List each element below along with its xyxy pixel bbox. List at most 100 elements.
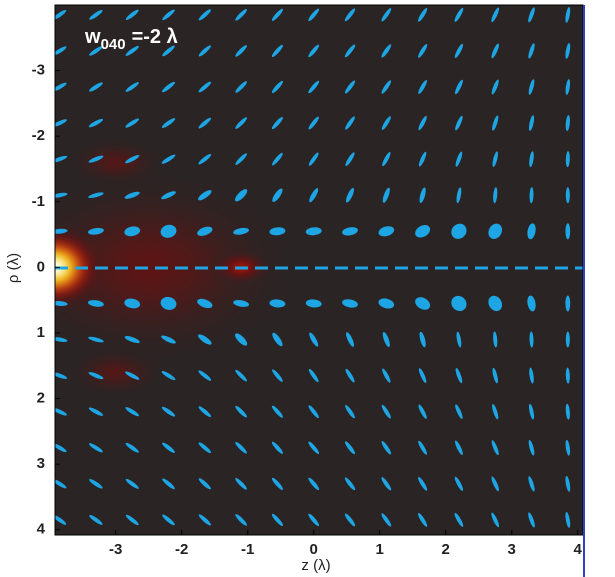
- polarization-ellipse: [418, 44, 428, 58]
- polarization-ellipse: [565, 43, 571, 59]
- polarization-ellipse: [345, 116, 355, 130]
- annotation-sub: 040: [101, 36, 126, 53]
- polarization-ellipse: [87, 300, 104, 307]
- polarization-ellipse: [55, 479, 67, 489]
- polarization-ellipse: [162, 478, 175, 490]
- polarization-ellipse: [491, 7, 500, 23]
- polarization-ellipse: [309, 332, 319, 347]
- polarization-ellipse: [235, 45, 247, 57]
- polarization-ellipse: [272, 369, 283, 382]
- x-tick-label: -3: [109, 541, 122, 558]
- polarization-ellipse: [271, 405, 283, 418]
- polarization-ellipse: [418, 151, 427, 167]
- polarization-ellipse: [528, 512, 535, 528]
- polarization-ellipse: [378, 298, 395, 309]
- polarization-ellipse: [308, 152, 319, 166]
- polarization-ellipse: [235, 514, 247, 526]
- polarization-ellipse: [415, 225, 431, 238]
- polarization-ellipse: [55, 46, 67, 56]
- y-axis-label: ρ (λ): [5, 253, 22, 283]
- polarization-ellipse: [528, 440, 535, 456]
- y-tick-label: -1: [32, 193, 45, 210]
- polarization-ellipse: [271, 80, 283, 94]
- polarization-ellipse: [381, 116, 391, 130]
- y-tick-label: 2: [37, 390, 45, 407]
- polarization-ellipse: [529, 187, 534, 204]
- polarization-ellipse: [419, 187, 426, 203]
- polarization-ellipse: [198, 190, 212, 201]
- polarization-ellipse: [565, 151, 570, 168]
- y-tick-label: 3: [37, 455, 45, 472]
- polarization-ellipse: [124, 191, 140, 199]
- x-tick-label: -2: [175, 541, 188, 558]
- polarization-ellipse: [565, 187, 570, 204]
- polarization-ellipse: [125, 82, 139, 92]
- polarization-ellipse: [492, 151, 498, 167]
- polarization-ellipse: [88, 155, 104, 163]
- polarization-ellipse: [491, 43, 499, 59]
- polarization-ellipse: [491, 512, 500, 528]
- polarization-ellipse: [269, 299, 286, 308]
- polarization-ellipse: [88, 192, 104, 199]
- polarization-ellipse: [529, 151, 534, 168]
- polarization-ellipse: [382, 152, 391, 167]
- polarization-ellipse: [345, 405, 355, 419]
- intensity-peak: [62, 346, 169, 399]
- polarization-ellipse: [271, 116, 283, 130]
- x-tick-label: 4: [574, 541, 583, 558]
- polarization-ellipse: [492, 367, 498, 384]
- polarization-ellipse: [235, 81, 247, 93]
- polarization-ellipse: [88, 336, 104, 343]
- polarization-ellipse: [492, 404, 499, 420]
- polarization-ellipse: [565, 403, 570, 420]
- polarization-ellipse: [529, 331, 534, 348]
- polarization-ellipse: [271, 441, 283, 454]
- polarization-ellipse: [418, 115, 427, 131]
- polarization-ellipse: [125, 9, 139, 21]
- polarization-ellipse: [308, 368, 319, 383]
- polarization-ellipse: [55, 9, 67, 20]
- polarization-ellipse: [565, 475, 571, 492]
- polarization-ellipse: [235, 153, 247, 165]
- polarization-ellipse: [491, 79, 499, 95]
- polarization-ellipse: [527, 223, 536, 240]
- annotation: w040 =-2 λ: [84, 26, 178, 53]
- polarization-ellipse: [55, 407, 67, 416]
- polarization-ellipse: [419, 331, 426, 348]
- polarization-ellipse: [161, 191, 176, 200]
- polarization-ellipse: [381, 404, 391, 419]
- polarization-ellipse: [344, 80, 356, 94]
- polarization-ellipse: [271, 513, 283, 527]
- polarization-ellipse: [454, 7, 464, 22]
- polarization-ellipse: [162, 514, 175, 526]
- polarization-ellipse: [344, 477, 356, 491]
- y-tick-label: 4: [37, 521, 46, 538]
- polarization-ellipse: [308, 116, 319, 130]
- polarization-ellipse: [305, 227, 322, 236]
- polarization-ellipse: [528, 79, 535, 95]
- polarization-ellipse: [233, 227, 250, 235]
- polarization-ellipse: [381, 441, 392, 455]
- polarization-ellipse: [235, 9, 247, 21]
- polarization-ellipse: [272, 152, 283, 166]
- polarization-ellipse: [55, 155, 68, 163]
- polarization-ellipse: [271, 477, 283, 490]
- polarization-ellipse: [197, 298, 213, 309]
- polarization-ellipse: [308, 44, 320, 58]
- polarization-ellipse: [55, 372, 68, 379]
- polarization-ellipse: [271, 44, 283, 58]
- polarization-ellipse: [88, 407, 104, 416]
- polarization-ellipse: [345, 368, 355, 383]
- polarization-ellipse: [456, 187, 462, 204]
- polarization-ellipse: [87, 227, 104, 235]
- polarization-ellipse: [269, 227, 286, 236]
- polarization-ellipse: [198, 334, 212, 345]
- polarization-ellipse: [308, 513, 320, 527]
- polarization-ellipse: [491, 476, 499, 492]
- polarization-ellipse: [272, 188, 283, 202]
- polarization-ellipse: [565, 367, 570, 384]
- polarization-ellipse: [492, 115, 499, 131]
- polarization-ellipse: [198, 478, 211, 490]
- polarization-ellipse: [308, 477, 320, 491]
